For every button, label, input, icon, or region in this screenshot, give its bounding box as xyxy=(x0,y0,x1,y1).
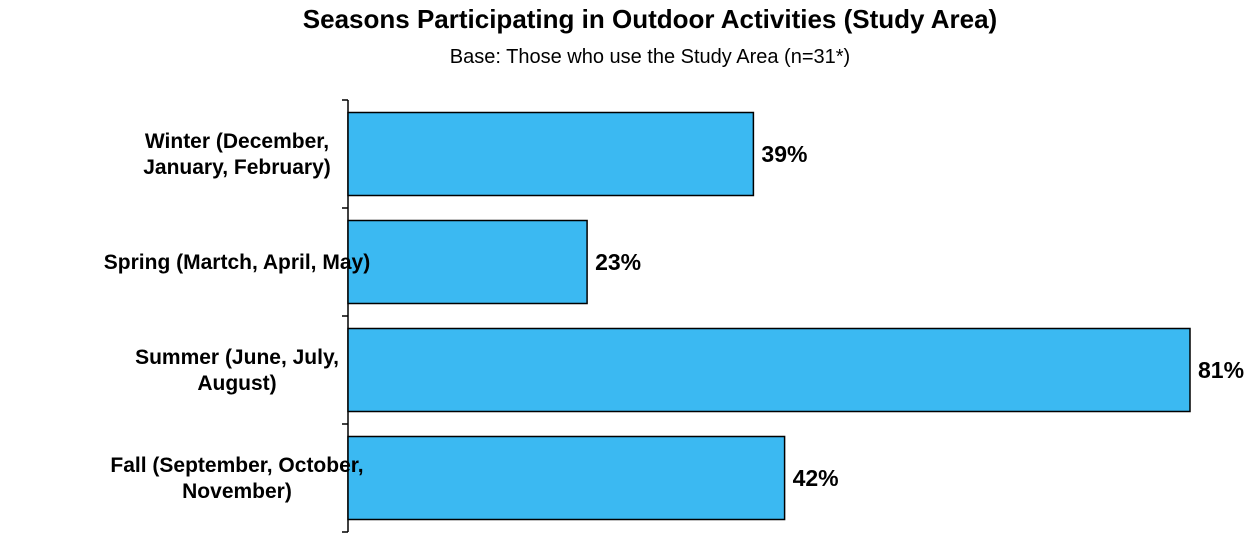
category-label: Winter (December, xyxy=(145,130,329,153)
category-label: Fall (September, October, xyxy=(110,454,363,477)
bar xyxy=(347,435,786,521)
bar xyxy=(347,327,1191,413)
category-label: January, February) xyxy=(143,156,331,179)
category-label: November) xyxy=(182,480,292,503)
chart-title: Seasons Participating in Outdoor Activit… xyxy=(302,4,998,34)
bar xyxy=(347,111,755,197)
data-label: 39% xyxy=(761,141,807,167)
category-label: August) xyxy=(197,372,276,395)
data-label: 42% xyxy=(793,465,839,491)
chart-subtitle: Base: Those who use the Study Area (n=31… xyxy=(449,46,851,68)
bar xyxy=(347,219,588,305)
category-label: Spring (Martch, April, May) xyxy=(104,251,370,274)
data-label: 23% xyxy=(595,249,641,275)
data-label: 81% xyxy=(1198,357,1244,383)
category-label: Summer (June, July, xyxy=(135,346,339,369)
